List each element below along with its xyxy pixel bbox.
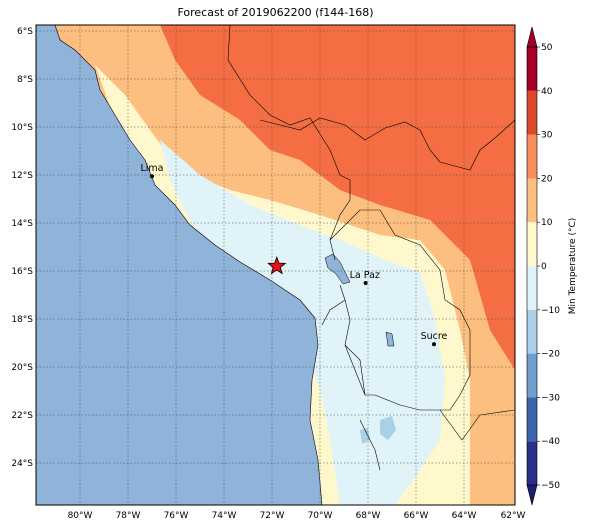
lat-tick-label: 8°S	[17, 75, 33, 85]
lat-tick-label: 10°S	[11, 123, 33, 133]
coastline	[54, 25, 323, 505]
chart-title: Forecast of 2019062200 (f144-168)	[177, 6, 374, 19]
city-dot	[432, 342, 436, 347]
longitude-axis: 80°W 78°W 76°W 74°W 72°W 70°W 68°W 66°W …	[68, 511, 526, 521]
colorbar-tick-label: 50	[541, 43, 553, 53]
colorbar-segment	[527, 353, 537, 398]
colorbar-segment	[527, 309, 537, 354]
colorbar: 50 40 30 20 10 0 −10 −20 −30 −40 −50	[526, 26, 560, 506]
lat-tick-label: 12°S	[11, 171, 33, 181]
city-dot	[363, 281, 368, 285]
colorbar-extend-max	[526, 26, 538, 48]
colorbar-segment	[527, 178, 537, 223]
lon-tick-label: 74°W	[212, 511, 237, 521]
colorbar-tick-label: 10	[541, 218, 553, 228]
colorbar-tick-label: −50	[541, 481, 560, 491]
lon-tick-label: 62°W	[501, 511, 526, 521]
temperature-band-minus20-minus10	[380, 416, 396, 440]
graticule	[36, 25, 515, 505]
map-area: Lima La Paz Sucre	[36, 25, 515, 505]
city-markers: Lima La Paz Sucre	[140, 163, 448, 347]
colorbar-tick-label: 30	[541, 131, 553, 141]
lon-tick-label: 76°W	[164, 511, 189, 521]
colorbar-label: Min Temperature (°C)	[568, 218, 578, 315]
lat-tick-label: 18°S	[11, 315, 33, 325]
temperature-band-30-40	[160, 25, 515, 370]
colorbar-segment	[527, 441, 537, 485]
map-frame	[35, 24, 516, 506]
lat-tick-label: 16°S	[11, 267, 33, 277]
location-marker	[267, 256, 287, 275]
lake-titicaca	[324, 253, 351, 285]
city-dot	[150, 174, 154, 179]
lat-tick-label: 24°S	[11, 459, 33, 469]
city-label: La Paz	[350, 270, 380, 281]
colorbar-tick-label: −10	[541, 306, 560, 316]
colorbar-segment	[527, 397, 537, 442]
country-borders	[227, 25, 515, 471]
lon-tick-label: 78°W	[116, 511, 141, 521]
latitude-axis: 6°S 8°S 10°S 12°S 14°S 16°S 18°S 20°S 22…	[11, 27, 33, 469]
colorbar-tick-label: −40	[541, 437, 560, 447]
lon-tick-label: 72°W	[260, 511, 285, 521]
colorbar-tick-label: 20	[541, 174, 553, 184]
colorbar-segment	[527, 90, 537, 135]
city-label: Lima	[140, 163, 163, 174]
pacific-ocean	[36, 25, 322, 505]
brazil-border	[259, 117, 515, 171]
lon-tick-label: 64°W	[452, 511, 477, 521]
temperature-band-minus20-minus10	[360, 428, 370, 444]
colorbar-tick-label: 0	[541, 262, 547, 272]
colorbar-tick-label: −20	[541, 350, 560, 360]
star-marker	[267, 256, 287, 275]
city-label: Sucre	[421, 331, 448, 342]
lat-tick-label: 22°S	[11, 411, 33, 421]
colorbar-extend-min	[526, 484, 538, 506]
colorbar-segment	[527, 266, 537, 310]
lon-tick-label: 68°W	[356, 511, 381, 521]
colorbar-tick-label: −30	[541, 393, 560, 403]
colorbar-segment	[527, 222, 537, 266]
lake-poopo	[385, 331, 395, 347]
lat-tick-label: 6°S	[17, 27, 33, 37]
colorbar-segment	[527, 47, 537, 91]
colorbar-segment	[527, 134, 537, 179]
lon-tick-label: 70°W	[308, 511, 333, 521]
lon-tick-label: 66°W	[404, 511, 429, 521]
colorbar-tick-label: 40	[541, 87, 553, 97]
lon-tick-label: 80°W	[68, 511, 93, 521]
lat-tick-label: 14°S	[11, 219, 33, 229]
lat-tick-label: 20°S	[11, 363, 33, 373]
